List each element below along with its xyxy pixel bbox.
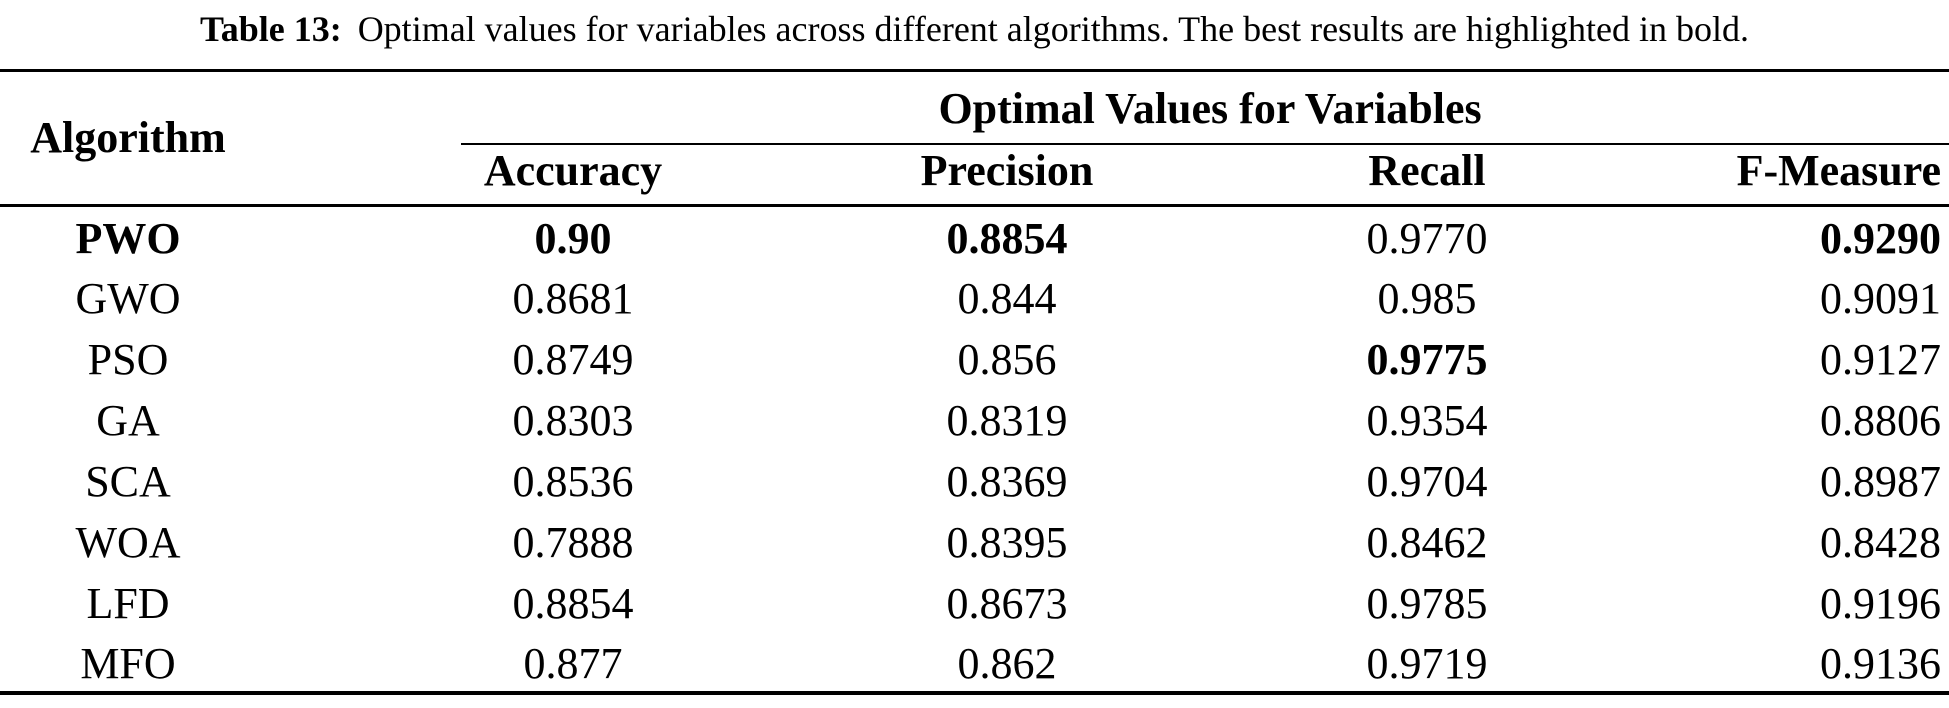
cell-f-measure: 0.9127 — [1820, 335, 1942, 384]
table-caption: Table 13: Optimal values for variables ac… — [0, 0, 1949, 52]
header-row-metrics: Accuracy Precision Recall F-Measure — [0, 144, 1949, 207]
cell-recall: 0.9770 — [1366, 213, 1488, 263]
cell-precision: 0.856 — [957, 335, 1057, 384]
cell-recall: 0.9785 — [1366, 579, 1488, 628]
cell-recall: 0.985 — [1377, 274, 1477, 323]
cell-f-measure: 0.9091 — [1820, 274, 1942, 323]
cell-accuracy: 0.8749 — [512, 335, 634, 384]
cell-accuracy: 0.7888 — [512, 518, 634, 567]
table-row-woa: WOA 0.7888 0.8395 0.8462 0.8428 — [0, 510, 1949, 571]
cell-algorithm: PSO — [87, 335, 169, 384]
cell-algorithm: SCA — [85, 457, 171, 506]
cell-algorithm: GWO — [75, 274, 181, 323]
cell-f-measure: 0.9290 — [1820, 213, 1942, 263]
column-header-precision: Precision — [795, 144, 1219, 207]
column-header-algorithm: Algorithm — [0, 70, 351, 207]
table-row-gwo: GWO 0.8681 0.844 0.985 0.9091 — [0, 266, 1949, 327]
cell-recall: 0.9354 — [1366, 396, 1488, 445]
cell-accuracy: 0.8681 — [512, 274, 634, 323]
cell-algorithm: WOA — [75, 518, 181, 567]
cell-precision: 0.862 — [957, 639, 1057, 688]
cell-accuracy: 0.90 — [534, 213, 612, 263]
cell-algorithm: PWO — [75, 213, 181, 263]
cell-f-measure: 0.9196 — [1820, 579, 1942, 628]
cell-recall: 0.8462 — [1366, 518, 1488, 567]
cell-precision: 0.8854 — [946, 213, 1068, 263]
column-header-f-measure: F-Measure — [1635, 144, 1949, 207]
cell-accuracy: 0.8536 — [512, 457, 634, 506]
column-header-accuracy: Accuracy — [351, 144, 795, 207]
cell-f-measure: 0.8806 — [1820, 396, 1942, 445]
table-row-pwo: PWO 0.90 0.8854 0.9770 0.9290 — [0, 205, 1949, 266]
results-table: Algorithm Optimal Values for Variables A… — [0, 69, 1949, 695]
table-row-pso: PSO 0.8749 0.856 0.9775 0.9127 — [0, 327, 1949, 388]
table-row-sca: SCA 0.8536 0.8369 0.9704 0.8987 — [0, 449, 1949, 510]
cell-f-measure: 0.8428 — [1820, 518, 1942, 567]
cell-precision: 0.8319 — [946, 396, 1068, 445]
cell-accuracy: 0.8854 — [512, 579, 634, 628]
cell-precision: 0.8369 — [946, 457, 1068, 506]
spanner-header: Optimal Values for Variables — [351, 71, 1949, 145]
table-row-ga: GA 0.8303 0.8319 0.9354 0.8806 — [0, 388, 1949, 449]
caption-text: Optimal values for variables across diff… — [357, 9, 1750, 49]
cell-recall: 0.9704 — [1366, 457, 1488, 506]
cell-accuracy: 0.8303 — [512, 396, 634, 445]
cell-algorithm: GA — [96, 396, 160, 445]
cell-precision: 0.8673 — [946, 579, 1068, 628]
cell-recall: 0.9775 — [1366, 335, 1488, 384]
cell-f-measure: 0.8987 — [1820, 457, 1942, 506]
cell-recall: 0.9719 — [1366, 639, 1488, 688]
cell-f-measure: 0.9136 — [1820, 639, 1942, 688]
table-row-lfd: LFD 0.8854 0.8673 0.9785 0.9196 — [0, 571, 1949, 632]
column-header-recall: Recall — [1219, 144, 1635, 207]
cell-precision: 0.844 — [957, 274, 1057, 323]
header-row-spanner: Algorithm Optimal Values for Variables — [0, 70, 1949, 207]
caption-label: Table 13: — [199, 9, 342, 49]
table-row-mfo: MFO 0.877 0.862 0.9719 0.9136 — [0, 632, 1949, 693]
cell-precision: 0.8395 — [946, 518, 1068, 567]
cell-accuracy: 0.877 — [523, 639, 623, 688]
cell-algorithm: LFD — [86, 579, 170, 628]
cell-algorithm: MFO — [80, 639, 176, 688]
